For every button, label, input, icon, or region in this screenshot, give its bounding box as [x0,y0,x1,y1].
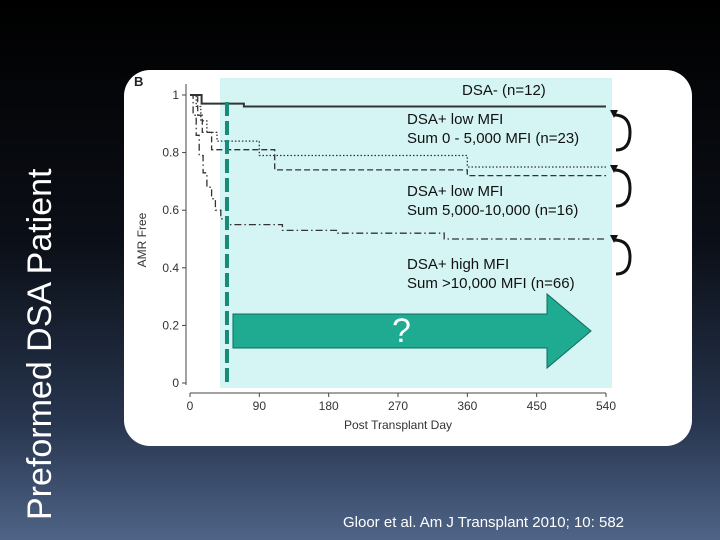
series-line-3 [190,94,606,177]
panel-label: B [134,74,143,89]
bracket-2 [613,168,632,208]
slide-title: Preformed DSA Patient [21,168,59,520]
y-tick-label: 0.4 [162,261,179,275]
brackets [610,110,632,276]
series-label-3: DSA+ low MFI [407,183,503,200]
bracket-arrowhead-1 [610,110,618,118]
x-tick-label: 360 [457,399,477,413]
arrow-label: ? [392,312,411,350]
y-tick-label: 0.6 [162,203,179,217]
series-labels: DSA- (n=12) DSA+ low MFI Sum 0 - 5,000 MFI… [407,82,579,292]
series-label-4: Sum >10,000 MFI (n=66) [407,275,575,292]
bracket-3 [613,238,632,276]
x-tick-label: 90 [253,399,267,413]
ticks: 0 0.2 0.4 0.6 0.8 1 0 90 180 270 360 450 540 [162,88,616,413]
x-tick-label: 450 [527,399,547,413]
series-label-3: Sum 5,000-10,000 (n=16) [407,202,578,219]
x-tick-label: 540 [596,399,616,413]
series-label-1: DSA- (n=12) [462,82,546,99]
y-tick-label: 0.8 [162,146,179,160]
y-tick-label: 0.2 [162,318,179,332]
bracket-arrowhead-2 [610,165,618,173]
x-tick-label: 180 [319,399,339,413]
series-line-4 [190,94,606,240]
x-tick-label: 0 [187,399,194,413]
bracket-arrowhead-3 [610,235,618,243]
y-tick-label: 1 [172,88,179,102]
y-tick-label: 0 [172,376,179,390]
series-label-4: DSA+ high MFI [407,256,509,273]
series-line-2 [190,94,606,168]
x-tick-label: 270 [388,399,408,413]
y-axis-label: AMR Free [135,212,149,267]
bracket-1 [613,113,632,152]
series-group [190,94,606,240]
x-axis-label: Post Transplant Day [344,418,452,432]
series-line-1 [190,94,606,108]
chart-card: B 0 0.2 0.4 0.6 0.8 1 0 90 180 270 360 450 540 ? DSA… [124,70,692,446]
series-label-2: Sum 0 - 5,000 MFI (n=23) [407,130,579,147]
arrow-shape [232,292,592,370]
survival-chart: B 0 0.2 0.4 0.6 0.8 1 0 90 180 270 360 450 540 ? DSA… [134,74,632,432]
citation: Gloor et al. Am J Transplant 2010; 10: 5… [343,514,625,531]
series-label-2: DSA+ low MFI [407,111,503,128]
